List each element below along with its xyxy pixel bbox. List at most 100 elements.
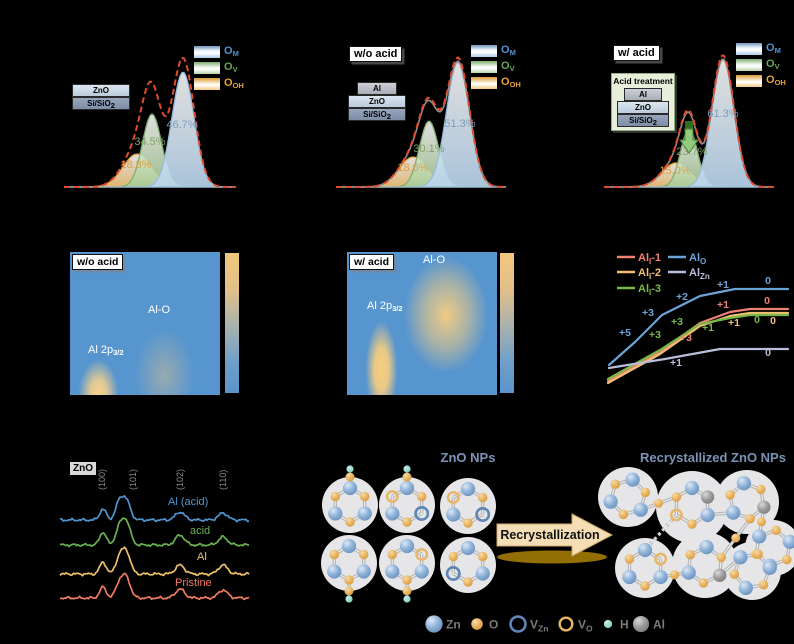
trace-label: Al [197,551,207,563]
peak-index-label: (100) [97,469,107,490]
atom-Z [733,550,748,565]
atom-O [670,570,680,580]
legend-label: OOH [501,76,521,89]
legend-label: AlI-3 [638,283,661,297]
panel-xrd: Al (acid) acid Al Pristine (100) (101) (102) (1… [40,432,270,644]
legend-label: OM [501,44,516,57]
annotation-text: Al-O [423,254,445,266]
legend-label: AlI-2 [638,267,661,281]
xps-component-OV [64,113,236,188]
oxidation-state-label: +2 [676,291,688,303]
atom-O [745,513,755,524]
atom-O [402,472,412,482]
legend-swatch [471,76,497,89]
atom-O [687,519,697,529]
atom-Z [699,539,714,555]
legend-label-sub: V [232,65,238,74]
legend-swatch [471,60,497,73]
stack-layer-label: Al [639,90,647,99]
atom-Z [726,505,741,520]
schematic-legend-label-h: H [620,618,629,632]
colorbar [500,253,514,393]
atom-VO [654,552,668,566]
legend-label: OV [766,58,780,71]
atom-Z [603,494,618,509]
colorbar [225,253,239,393]
oxidation-state-label: 0 [754,314,760,326]
atom-O [477,492,488,503]
map-annotation-al-o: Al-O [148,304,170,316]
atom-O [471,618,483,630]
xrd-trace-pristine [59,572,250,601]
legend-item: OM [194,45,244,58]
atom-Z [357,506,372,521]
atom-O [345,472,355,482]
stack-layer-sub: 2 [110,101,115,110]
legend-label-main: O [766,42,775,54]
nanoparticle [656,471,728,543]
atom-O [640,581,650,591]
atom-O [756,484,766,495]
atom-Z [752,529,767,544]
atom-O [330,491,341,502]
oxidation-state-label: 0 [770,315,776,327]
atom-Z [625,472,640,487]
annotation-text: Al 2p [367,300,393,312]
al2p-depth-map: w/ acid Al-O Al 2p3/2 [347,252,497,395]
xps-plot-w-acid: 61.3% 23.7% 15.0% [604,54,774,188]
atom-Z [460,481,476,497]
atom-VZ [509,615,527,633]
legend-label-main: O [224,77,233,89]
atom-VO [446,491,460,504]
legend-item: OM [471,44,521,57]
schematic-legend-label-vo: VO [578,618,593,634]
atom-VO [558,616,574,632]
stack-layer-label: Si/SiO [363,110,387,119]
xrd-trace-al [59,546,250,577]
series-line-AlI-3 [606,313,790,381]
stack-layer-sub: 2 [386,112,391,121]
atom-Z [342,480,358,496]
atom-Z [399,538,415,554]
atom-O [758,580,769,590]
legend-item: OM [736,42,786,55]
xps-plot-pristine: 46.7%34.5% 18.8% [64,56,236,188]
legend-swatch [194,45,220,58]
panel-xps-wo-acid: 51.3% 30.1% 18.6% w/o acid Al ZnO Si/SiO2 OM… [270,0,524,215]
atom-Z [782,534,794,549]
material-label: ZnO [70,462,96,475]
atom-O [757,517,767,527]
atom-Z [684,480,700,496]
atom-O [402,575,412,585]
panel-map-wo-acid: w/o acid Al-O Al 2p3/2 [70,252,242,397]
oxidation-state-label: +1 [702,322,714,334]
pct-label-OM: 61.3% [707,108,738,120]
legend-label-sub: OH [774,78,786,87]
arrow-shadow [497,550,607,564]
condition-label: w/o acid [72,254,124,270]
atom-O [618,509,629,520]
series-line-AlZn [607,347,790,370]
schematic-legend-label-al: Al [653,618,665,632]
oxidation-state-label: +5 [619,327,631,339]
atom-H [403,465,411,473]
panel-recrystallization-schematic: Recrystallization ZnO NPs Recrystallized Z… [300,438,794,644]
atom-Z [475,566,490,581]
al2p-depth-map: w/o acid Al-O Al 2p3/2 [70,252,220,395]
schematic-legend-label-vzn: VZn [530,618,548,634]
oxidation-state-label: +1 [717,299,729,311]
oxidation-state-label: +3 [649,329,661,341]
condition-label: w/ acid [349,254,395,270]
legend-label-main: O [224,45,233,57]
annotation-text: Al 2p [88,344,114,356]
legend-label: OOH [224,77,244,90]
legend-item: OV [736,58,786,71]
stack-layer-label: ZnO [369,97,385,106]
schematic-drawing: Recrystallization ZnO NPs Recrystallized Z… [321,450,794,634]
legend-label: OV [224,61,238,74]
stack-layer-label: ZnO [635,103,651,112]
arrow-label: Recrystallization [500,528,599,542]
xps-legend: OM OV O OH [736,42,786,87]
atom-O [729,569,740,579]
